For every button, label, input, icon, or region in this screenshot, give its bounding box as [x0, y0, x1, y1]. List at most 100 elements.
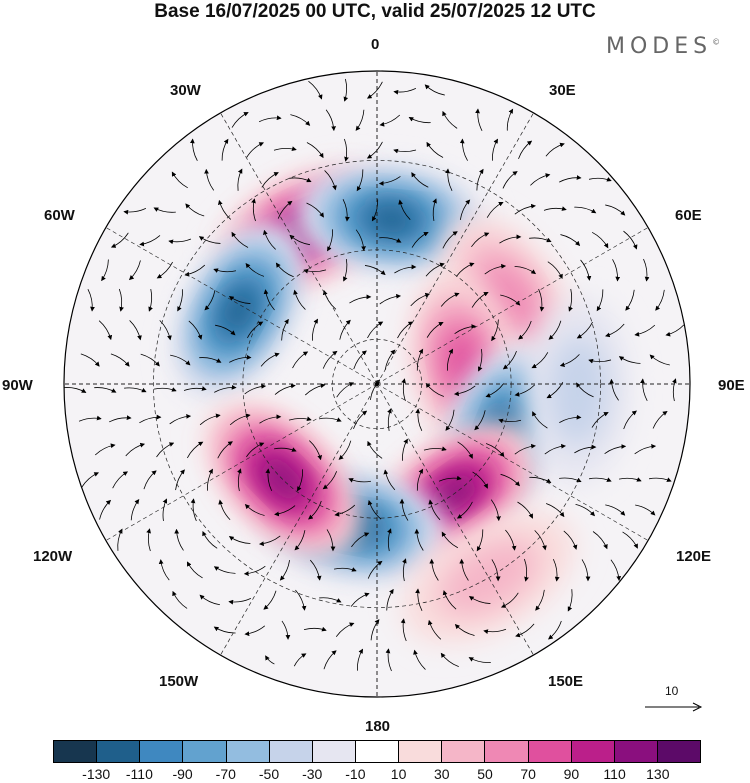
- wind-arrow: [170, 354, 191, 366]
- wind-arrow: [468, 657, 491, 663]
- wind-arrow: [457, 441, 473, 459]
- wind-arrow: [366, 81, 383, 99]
- wind-arrow: [274, 383, 296, 395]
- wind-arrow: [568, 288, 573, 312]
- wind-arrow: [477, 349, 483, 372]
- wind-arrow: [139, 414, 162, 424]
- wind-arrow: [446, 348, 454, 371]
- map-border: [63, 70, 691, 698]
- wind-arrow: [261, 172, 279, 188]
- colorbar-swatch: [399, 741, 443, 762]
- wind-arrow: [612, 259, 621, 282]
- lon-label-120w: 120W: [33, 548, 73, 565]
- wind-arrow: [442, 231, 458, 249]
- wind-arrow: [217, 441, 233, 459]
- wind-arrow: [425, 262, 445, 277]
- wind-arrow: [393, 148, 417, 154]
- wind-arrow: [635, 504, 656, 516]
- wind-arrow: [185, 203, 205, 217]
- wind-arrow: [440, 292, 460, 307]
- wind-arrow: [605, 504, 626, 516]
- wind-arrow: [294, 530, 306, 551]
- wind-arrow: [575, 503, 595, 517]
- wind-arrow: [402, 438, 408, 461]
- wind-arrow: [490, 499, 501, 522]
- wind-arrow: [292, 351, 309, 369]
- wind-arrow: [456, 501, 473, 519]
- wind-arrow: [258, 115, 282, 123]
- wind-arrow: [293, 653, 307, 667]
- wind-arrow: [367, 440, 383, 459]
- wind-arrow: [168, 238, 192, 245]
- wind-arrow: [303, 626, 327, 632]
- wind-arrow: [471, 292, 489, 308]
- wind-arrow: [343, 78, 349, 102]
- colorbar-tick-label: 90: [563, 766, 580, 782]
- wind-arrow: [370, 619, 380, 641]
- wind-arrow: [367, 321, 384, 339]
- wind-arrow: [190, 498, 197, 522]
- wind-arrow: [476, 529, 484, 552]
- wind-arrow: [476, 168, 484, 191]
- colorbar-swatch: [571, 741, 615, 762]
- colorbar-tick-label: -30: [302, 766, 323, 782]
- lon-label-60w: 60W: [44, 207, 75, 224]
- wind-arrow: [484, 263, 507, 275]
- wind-arrow: [183, 386, 207, 391]
- wind-arrow: [322, 289, 337, 310]
- wind-arrow: [78, 415, 102, 422]
- colorbar-tick-label: 50: [477, 766, 493, 782]
- meridian-line: [220, 383, 378, 656]
- wind-arrow: [355, 109, 365, 131]
- wind-arrow: [415, 588, 423, 611]
- wind-arrow: [441, 531, 459, 549]
- wind-arrow: [402, 558, 407, 582]
- colorbar-tick-label: 110: [603, 766, 626, 782]
- wind-arrow: [411, 172, 429, 188]
- wind-arrow: [367, 500, 382, 520]
- wind-arrow: [574, 444, 597, 454]
- wind-arrow: [438, 475, 462, 482]
- wind-arrow: [295, 589, 307, 611]
- wind-arrow: [425, 382, 444, 397]
- wind-arrow: [101, 259, 109, 282]
- wind-arrow: [336, 382, 355, 398]
- wind-arrow: [171, 171, 188, 189]
- wind-arrow: [339, 319, 351, 340]
- colorbar-tick-label: -10: [345, 766, 366, 782]
- wind-arrow: [281, 620, 291, 640]
- wind-arrow: [580, 259, 592, 281]
- wind-arrow: [625, 289, 635, 311]
- wind-arrow: [350, 592, 370, 607]
- colorbar-tick-label: 70: [520, 766, 536, 782]
- wind-arrow: [308, 80, 323, 100]
- wind-arrow: [413, 649, 426, 670]
- wind-arrow: [532, 411, 548, 429]
- wind-arrow: [401, 378, 406, 402]
- wind-arrow: [414, 528, 424, 551]
- wind-arrow: [518, 140, 533, 160]
- wind-arrow: [221, 138, 229, 161]
- wind-arrow: [426, 322, 444, 338]
- wind-arrow: [411, 232, 429, 248]
- wind-arrow: [258, 535, 281, 547]
- wind-arrow: [426, 141, 444, 158]
- lon-label-180: 180: [365, 718, 391, 735]
- wind-arrow: [273, 447, 297, 452]
- wind-arrow: [198, 236, 221, 244]
- colorbar-tick-label: -130: [82, 766, 111, 782]
- wind-arrow: [454, 623, 475, 636]
- wind-arrow: [117, 528, 123, 551]
- wind-arrow: [574, 206, 597, 214]
- wind-arrow: [386, 588, 394, 611]
- lon-label-30w: 30W: [170, 82, 201, 99]
- colorbar-swatch: [312, 741, 356, 762]
- wind-arrow: [398, 199, 411, 220]
- wind-arrow: [177, 289, 183, 312]
- wind-arrow: [199, 357, 222, 363]
- wind-arrow: [567, 589, 573, 612]
- wind-arrow: [202, 530, 218, 549]
- wind-arrow: [471, 232, 490, 248]
- wind-arrow: [498, 418, 522, 424]
- wind-arrow: [588, 477, 612, 482]
